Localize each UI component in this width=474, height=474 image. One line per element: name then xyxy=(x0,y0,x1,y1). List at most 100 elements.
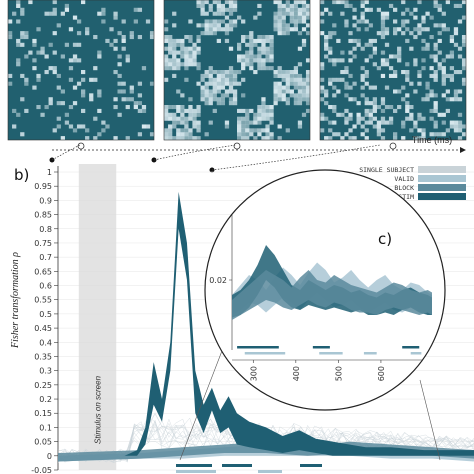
matrix-cell xyxy=(413,27,418,32)
matrix-cell xyxy=(168,46,173,51)
matrix-cell xyxy=(224,0,230,5)
matrix-cell xyxy=(409,46,414,51)
matrix-cell xyxy=(249,50,254,55)
matrix-cell xyxy=(453,128,459,133)
matrix-cell xyxy=(273,27,278,32)
matrix-cell xyxy=(332,132,337,137)
matrix-cell xyxy=(457,54,463,59)
matrix-cell xyxy=(117,54,122,59)
matrix-cell xyxy=(305,15,311,20)
matrix-cell xyxy=(164,112,169,117)
matrix-cell xyxy=(344,3,349,8)
matrix-cell xyxy=(305,108,311,113)
matrix-cell xyxy=(168,105,173,110)
matrix-marker xyxy=(389,142,397,150)
matrix-cell xyxy=(180,54,185,59)
matrix-cell xyxy=(364,120,369,125)
inset-significance-bar xyxy=(363,352,377,355)
matrix-cell xyxy=(196,108,201,113)
matrix-cell xyxy=(97,132,102,137)
matrix-cell xyxy=(249,62,254,67)
matrix-cell xyxy=(437,132,442,137)
y-tick-label: 0.25 xyxy=(34,381,52,390)
matrix-cell xyxy=(216,19,221,24)
matrix-cell xyxy=(188,116,193,121)
matrix-cell xyxy=(176,62,181,67)
matrix-cell xyxy=(368,120,373,125)
matrix-cell xyxy=(60,101,65,106)
matrix-cell xyxy=(340,11,345,16)
matrix-cell xyxy=(384,11,390,16)
matrix-cell xyxy=(176,58,181,63)
matrix-cell xyxy=(372,124,377,129)
matrix-cell xyxy=(253,128,258,133)
matrix-cell xyxy=(384,85,390,90)
matrix-cell xyxy=(125,105,130,110)
matrix-cell xyxy=(305,23,311,28)
matrix-cell xyxy=(429,15,434,20)
matrix-cell xyxy=(164,66,169,71)
matrix-cell xyxy=(285,0,290,5)
matrix-cell xyxy=(220,70,226,75)
legend: SINGLE SUBJECT VALID BLOCK STIM xyxy=(359,166,466,201)
matrix-cell xyxy=(269,66,274,71)
matrix-cell xyxy=(261,97,266,102)
matrix-cell xyxy=(360,77,365,82)
matrix-cell xyxy=(133,7,138,12)
matrix-cell xyxy=(265,108,270,113)
matrix-cell xyxy=(109,27,114,32)
matrix-cell xyxy=(417,27,422,32)
matrix-cell xyxy=(249,35,254,40)
matrix-cell xyxy=(85,136,90,141)
matrix-cell xyxy=(64,42,70,47)
matrix-cell xyxy=(232,81,238,86)
matrix-cell xyxy=(16,19,21,24)
matrix-cell xyxy=(241,66,246,71)
matrix-cell xyxy=(200,77,205,82)
matrix-cell xyxy=(401,70,406,75)
matrix-cell xyxy=(52,7,57,12)
matrix-cell xyxy=(261,105,266,110)
matrix-cell xyxy=(453,27,459,32)
matrix-cell xyxy=(401,19,406,24)
matrix-cell xyxy=(461,132,467,137)
matrix-cell xyxy=(261,136,266,141)
matrix-cell xyxy=(113,15,118,20)
matrix-cell xyxy=(60,54,65,59)
matrix-cell xyxy=(405,108,410,113)
matrix-cell xyxy=(340,58,345,63)
matrix-cell xyxy=(81,124,86,129)
matrix-cell xyxy=(293,27,299,32)
matrix-cell xyxy=(401,85,406,90)
matrix-cell xyxy=(376,66,382,71)
matrix-cell xyxy=(196,136,201,141)
matrix-cell xyxy=(208,27,213,32)
matrix-cell xyxy=(449,50,455,55)
matrix-cell xyxy=(125,58,130,63)
matrix-cell xyxy=(393,136,398,141)
matrix-cell xyxy=(97,108,102,113)
matrix-cell xyxy=(261,116,266,121)
matrix-cell xyxy=(216,3,221,8)
matrix-cell xyxy=(137,101,143,106)
matrix-cell xyxy=(16,112,21,117)
matrix-cell xyxy=(305,77,311,82)
matrix-cell xyxy=(356,38,361,43)
matrix-cell xyxy=(204,101,209,106)
matrix-cell xyxy=(269,132,274,137)
matrix-cell xyxy=(121,81,126,86)
matrix-cell xyxy=(277,19,282,24)
matrix-cell xyxy=(129,85,134,90)
matrix-cell xyxy=(192,42,197,47)
matrix-cell xyxy=(253,58,258,63)
matrix-cell xyxy=(273,81,278,86)
matrix-cell xyxy=(129,89,134,94)
matrix-cell xyxy=(52,70,57,75)
matrix-cell xyxy=(172,46,177,51)
matrix-cell xyxy=(433,77,438,82)
significance-bar xyxy=(258,470,282,473)
matrix-cell xyxy=(184,77,189,82)
matrix-cell xyxy=(425,27,430,32)
matrix-cell xyxy=(200,97,205,102)
matrix-cell xyxy=(16,62,21,67)
